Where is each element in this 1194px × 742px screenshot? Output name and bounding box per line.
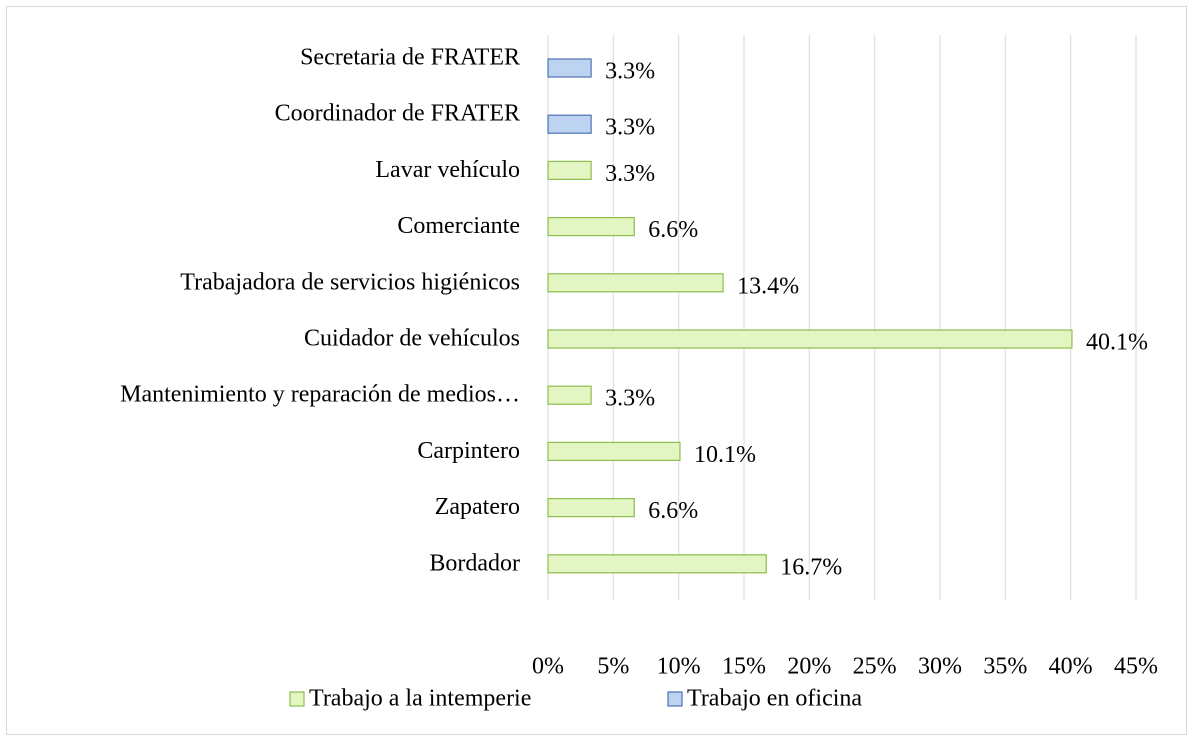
y-tick-label: Secretaria de FRATER <box>300 45 520 71</box>
y-tick-label: Trabajadora de servicios higiénicos <box>180 269 520 295</box>
data-label: 3.3% <box>605 386 655 412</box>
y-tick-label: Lavar vehículo <box>375 157 520 183</box>
data-label: 6.6% <box>648 498 698 524</box>
data-label: 16.7% <box>780 554 842 580</box>
legend-label: Trabajo a la intemperie <box>309 686 531 712</box>
y-tick-label: Zapatero <box>435 494 520 520</box>
bar <box>547 273 724 293</box>
x-tick-label: 30% <box>918 654 962 680</box>
data-label: 6.6% <box>648 217 698 243</box>
data-label: 13.4% <box>737 273 799 299</box>
data-label: 3.3% <box>605 161 655 187</box>
data-label: 40.1% <box>1086 330 1148 356</box>
x-tick-label: 0% <box>532 654 564 680</box>
legend-label: Trabajo en oficina <box>687 686 862 712</box>
x-tick-label: 25% <box>853 654 897 680</box>
bar <box>547 385 592 405</box>
bar <box>547 441 681 461</box>
legend-swatch <box>289 691 305 707</box>
bar <box>547 554 767 574</box>
x-tick-label: 15% <box>722 654 766 680</box>
chart-border <box>6 6 1187 735</box>
legend-swatch <box>667 691 683 707</box>
x-tick-label: 10% <box>657 654 701 680</box>
x-tick-label: 45% <box>1114 654 1158 680</box>
y-tick-label: Cuidador de vehículos <box>304 326 520 352</box>
y-tick-label: Mantenimiento y reparación de medios… <box>120 382 520 408</box>
x-tick-label: 35% <box>983 654 1027 680</box>
bar <box>547 160 592 180</box>
data-label: 3.3% <box>605 115 655 141</box>
bar <box>547 329 1073 349</box>
x-tick-label: 40% <box>1049 654 1093 680</box>
data-label: 3.3% <box>605 59 655 85</box>
bar <box>547 58 592 78</box>
y-tick-label: Carpintero <box>417 438 520 464</box>
x-tick-label: 20% <box>787 654 831 680</box>
bar <box>547 498 635 518</box>
bar <box>547 114 592 134</box>
y-tick-label: Bordador <box>429 550 520 576</box>
bar <box>547 217 635 237</box>
x-tick-label: 5% <box>597 654 629 680</box>
y-tick-label: Coordinador de FRATER <box>275 101 520 127</box>
y-tick-label: Comerciante <box>397 213 520 239</box>
data-label: 10.1% <box>694 442 756 468</box>
